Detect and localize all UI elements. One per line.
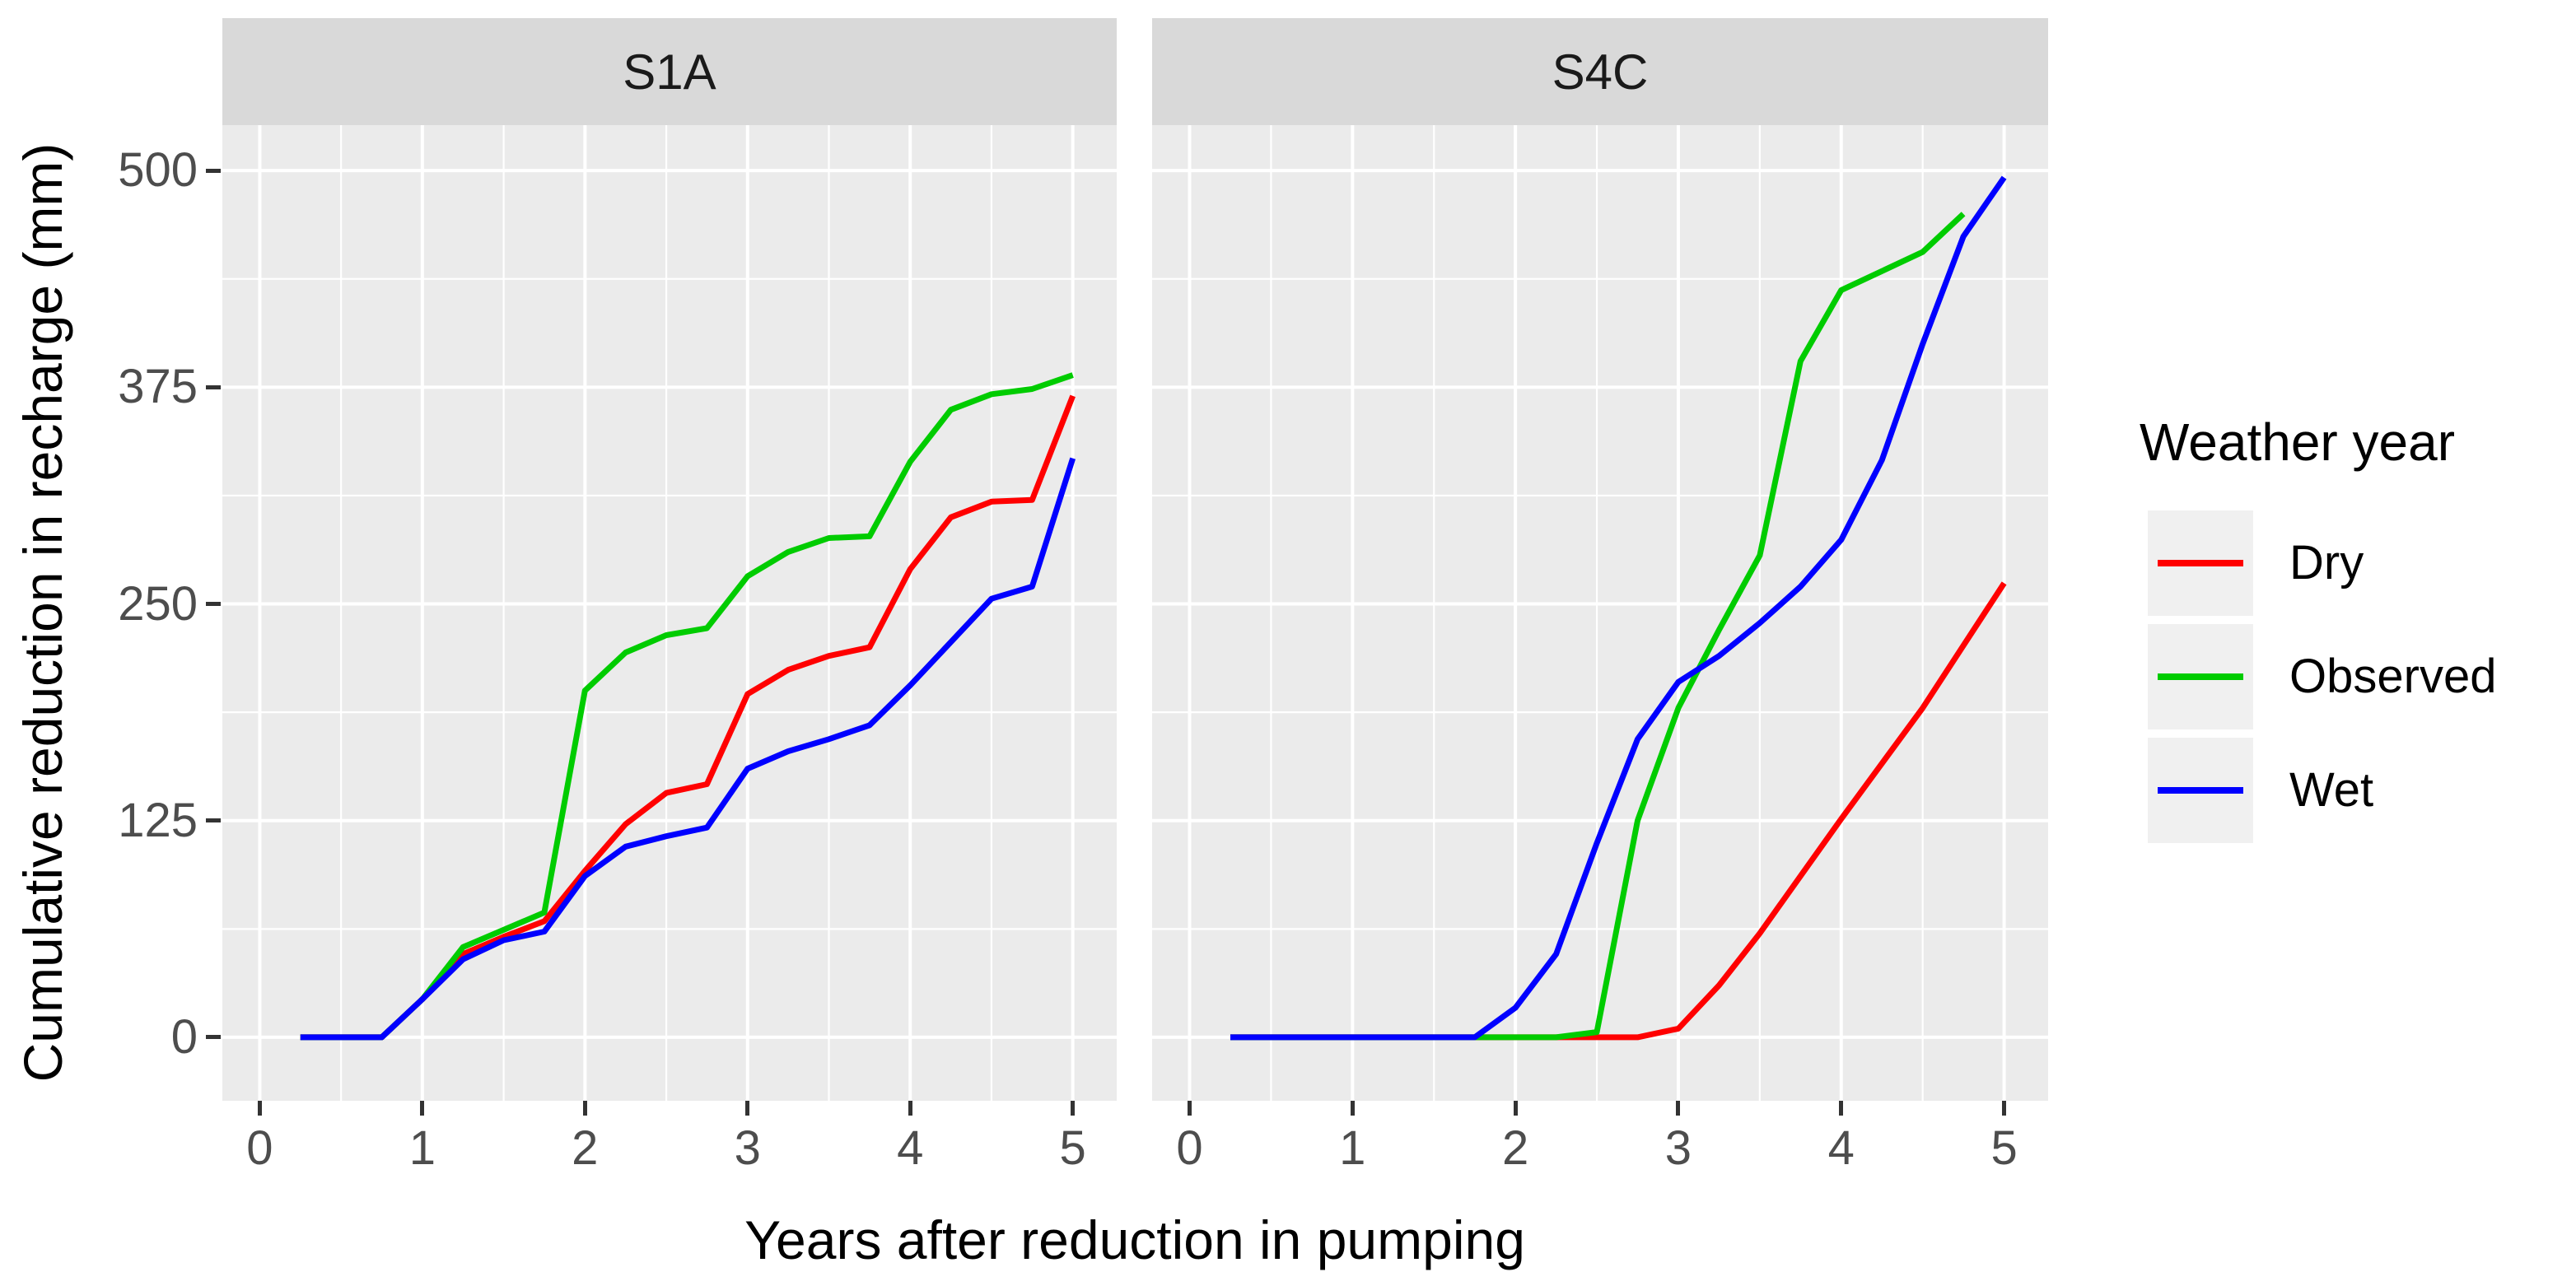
legend-label-wet: Wet [2289, 763, 2374, 817]
legend-title: Weather year [2140, 412, 2455, 472]
x-tick-label: 3 [734, 1121, 761, 1175]
legend-label-observed: Observed [2289, 650, 2497, 703]
legend-key-dry [2148, 510, 2253, 616]
legend: Weather year Dry Observed Wet [2116, 412, 2576, 851]
y-tick-mark [206, 384, 221, 389]
x-tick-mark [908, 1101, 912, 1116]
facet-strip-s4c: S4C [1152, 18, 2048, 125]
x-tick-mark [1676, 1101, 1681, 1116]
x-tick-label: 1 [408, 1121, 436, 1175]
facet-label-s4c: S4C [1552, 44, 1649, 100]
x-tick-label: 4 [897, 1121, 924, 1175]
panel-background [222, 125, 1117, 1101]
facet-strip-s1a: S1A [222, 18, 1117, 125]
series-line-wet [300, 457, 1076, 1041]
x-tick-label: 0 [1176, 1121, 1203, 1175]
x-tick-label: 0 [246, 1121, 273, 1175]
y-tick-mark [206, 602, 221, 607]
legend-key-wet [2148, 738, 2253, 843]
x-tick-label: 5 [1990, 1121, 2018, 1175]
x-tick-label: 2 [572, 1121, 599, 1175]
facet-label-s1a: S1A [623, 44, 716, 100]
x-tick-label: 4 [1827, 1121, 1855, 1175]
x-tick-label: 2 [1501, 1121, 1529, 1175]
x-tick-mark [1513, 1101, 1518, 1116]
x-tick-mark [257, 1101, 262, 1116]
y-tick-mark [206, 818, 221, 823]
legend-item-wet: Wet [2148, 738, 2576, 843]
x-tick-mark [2002, 1101, 2007, 1116]
y-axis-title: Cumulative reduction in recharge (mm) [12, 142, 73, 1083]
y-tick-label: 500 [118, 143, 198, 198]
y-tick-label: 375 [118, 360, 198, 414]
panel-background [1152, 125, 2048, 1101]
x-tick-mark [1350, 1101, 1355, 1116]
x-tick-mark [745, 1101, 750, 1116]
legend-item-dry: Dry [2148, 510, 2576, 616]
x-tick-mark [1839, 1101, 1844, 1116]
y-tick-mark [206, 1035, 221, 1040]
legend-line-icon-observed [2158, 673, 2243, 680]
x-tick-label: 1 [1339, 1121, 1366, 1175]
y-tick-label: 0 [170, 1009, 198, 1064]
y-tick-label: 125 [118, 793, 198, 847]
x-tick-mark [1187, 1101, 1192, 1116]
legend-key-observed [2148, 624, 2253, 729]
y-tick-mark [206, 168, 221, 173]
x-axis-title: Years after reduction in pumping [744, 1209, 1525, 1270]
panel-s1a [222, 125, 1117, 1101]
x-tick-mark [582, 1101, 587, 1116]
legend-item-observed: Observed [2148, 624, 2576, 729]
x-tick-label: 5 [1059, 1121, 1086, 1175]
legend-label-dry: Dry [2289, 536, 2364, 589]
x-tick-label: 3 [1664, 1121, 1692, 1175]
panel-s4c [1152, 125, 2048, 1101]
x-tick-mark [420, 1101, 425, 1116]
legend-line-icon-dry [2158, 560, 2243, 566]
y-tick-label: 250 [118, 576, 198, 631]
series-line-wet [1230, 175, 2007, 1041]
legend-line-icon-wet [2158, 787, 2243, 794]
x-tick-mark [1071, 1101, 1076, 1116]
